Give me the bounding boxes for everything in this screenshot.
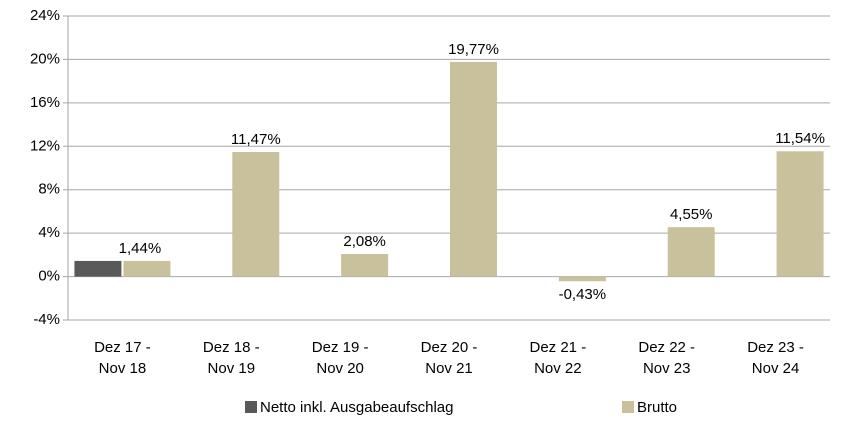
y-tick-label: -4%	[33, 311, 60, 328]
x-tick-label: Dez 19 -	[312, 339, 369, 356]
x-tick-label: Dez 22 -	[638, 339, 695, 356]
x-tick-label: Dez 21 -	[530, 339, 587, 356]
y-tick-label: 12%	[30, 137, 60, 154]
x-tick-label: Dez 18 -	[203, 339, 260, 356]
legend-swatch	[622, 401, 634, 413]
x-tick-label: Dez 20 -	[421, 339, 478, 356]
data-label: 19,77%	[448, 41, 499, 58]
y-tick-label: 24%	[30, 7, 60, 24]
legend-label: Brutto	[637, 399, 677, 416]
x-tick-label: Nov 19	[208, 360, 256, 377]
y-tick-label: 0%	[38, 268, 60, 285]
x-tick-label: Nov 22	[534, 360, 582, 377]
bar	[776, 151, 824, 277]
bar	[667, 227, 715, 277]
x-tick-label: Dez 23 -	[747, 339, 804, 356]
bar	[123, 260, 171, 277]
data-label: 11,47%	[231, 131, 281, 148]
y-tick-label: 20%	[30, 50, 60, 67]
y-tick-label: 8%	[38, 181, 60, 198]
legend-label: Netto inkl. Ausgabeaufschlag	[260, 399, 453, 416]
x-tick-label: Nov 20	[316, 360, 364, 377]
y-tick-label: 16%	[30, 94, 60, 111]
data-label: 4,55%	[670, 206, 713, 223]
data-label: 11,54%	[775, 130, 825, 147]
bar	[341, 253, 389, 277]
y-tick-label: 4%	[38, 224, 60, 241]
data-label: 1,44%	[119, 240, 162, 257]
bar	[558, 276, 606, 282]
legend-swatch	[245, 401, 257, 413]
bar	[450, 61, 497, 277]
x-tick-label: Nov 18	[99, 360, 147, 377]
data-label: 2,08%	[343, 233, 386, 250]
x-tick-label: Dez 17 -	[94, 339, 151, 356]
data-label: -0,43%	[559, 286, 607, 303]
x-tick-label: Nov 24	[752, 360, 800, 377]
bar	[232, 152, 280, 277]
x-tick-label: Nov 21	[425, 360, 473, 377]
x-tick-label: Nov 23	[643, 360, 691, 377]
bar	[74, 260, 122, 277]
